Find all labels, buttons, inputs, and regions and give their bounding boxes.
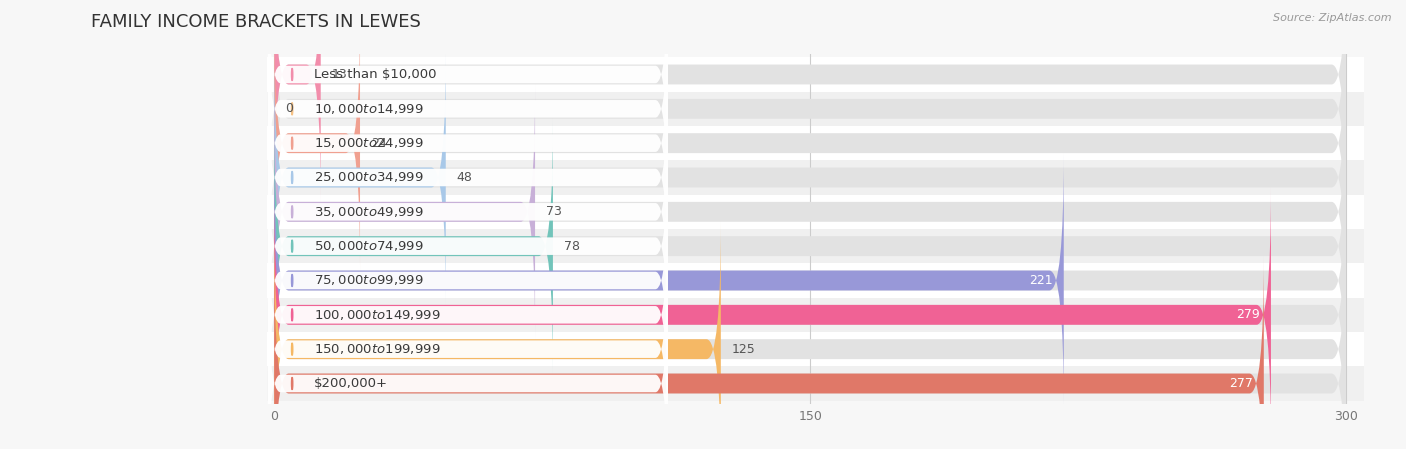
Text: $75,000 to $99,999: $75,000 to $99,999 [314,273,423,287]
FancyBboxPatch shape [269,135,668,357]
FancyBboxPatch shape [269,238,668,449]
Text: $15,000 to $24,999: $15,000 to $24,999 [314,136,423,150]
Text: 125: 125 [731,343,755,356]
Bar [256,263,1364,298]
Bar [256,92,1364,126]
Text: 73: 73 [546,205,561,218]
Text: $200,000+: $200,000+ [314,377,388,390]
Text: $150,000 to $199,999: $150,000 to $199,999 [314,342,440,356]
Text: $35,000 to $49,999: $35,000 to $49,999 [314,205,423,219]
Text: $50,000 to $74,999: $50,000 to $74,999 [314,239,423,253]
Bar [256,195,1364,229]
FancyBboxPatch shape [274,187,1271,442]
Text: 221: 221 [1029,274,1053,287]
FancyBboxPatch shape [269,32,668,255]
FancyBboxPatch shape [274,256,1264,449]
Bar [256,160,1364,195]
Text: 277: 277 [1229,377,1253,390]
FancyBboxPatch shape [274,50,446,305]
Text: 48: 48 [457,171,472,184]
Bar [256,57,1364,92]
FancyBboxPatch shape [269,203,668,426]
FancyBboxPatch shape [269,101,668,323]
FancyBboxPatch shape [269,0,668,186]
FancyBboxPatch shape [274,256,1346,449]
Bar [256,229,1364,263]
Text: 0: 0 [285,102,292,115]
FancyBboxPatch shape [274,119,553,374]
Bar [256,126,1364,160]
Text: 78: 78 [564,240,579,253]
Text: $10,000 to $14,999: $10,000 to $14,999 [314,102,423,116]
FancyBboxPatch shape [274,84,536,339]
FancyBboxPatch shape [269,66,668,289]
Bar [256,366,1364,401]
Text: 279: 279 [1236,308,1260,321]
FancyBboxPatch shape [274,0,1346,202]
Text: $100,000 to $149,999: $100,000 to $149,999 [314,308,440,322]
FancyBboxPatch shape [269,169,668,392]
FancyBboxPatch shape [269,272,668,449]
FancyBboxPatch shape [274,119,1346,374]
Bar [256,332,1364,366]
FancyBboxPatch shape [274,84,1346,339]
FancyBboxPatch shape [274,153,1064,408]
Bar [256,298,1364,332]
FancyBboxPatch shape [274,0,1346,236]
FancyBboxPatch shape [274,16,1346,271]
Text: $25,000 to $34,999: $25,000 to $34,999 [314,171,423,185]
Text: FAMILY INCOME BRACKETS IN LEWES: FAMILY INCOME BRACKETS IN LEWES [91,13,422,31]
Text: 24: 24 [371,136,387,150]
FancyBboxPatch shape [274,222,721,449]
Text: Source: ZipAtlas.com: Source: ZipAtlas.com [1274,13,1392,23]
FancyBboxPatch shape [274,0,321,202]
FancyBboxPatch shape [269,0,668,220]
Text: Less than $10,000: Less than $10,000 [314,68,436,81]
FancyBboxPatch shape [274,50,1346,305]
FancyBboxPatch shape [274,187,1346,442]
Text: 13: 13 [332,68,347,81]
FancyBboxPatch shape [274,222,1346,449]
FancyBboxPatch shape [274,16,360,271]
FancyBboxPatch shape [274,153,1346,408]
